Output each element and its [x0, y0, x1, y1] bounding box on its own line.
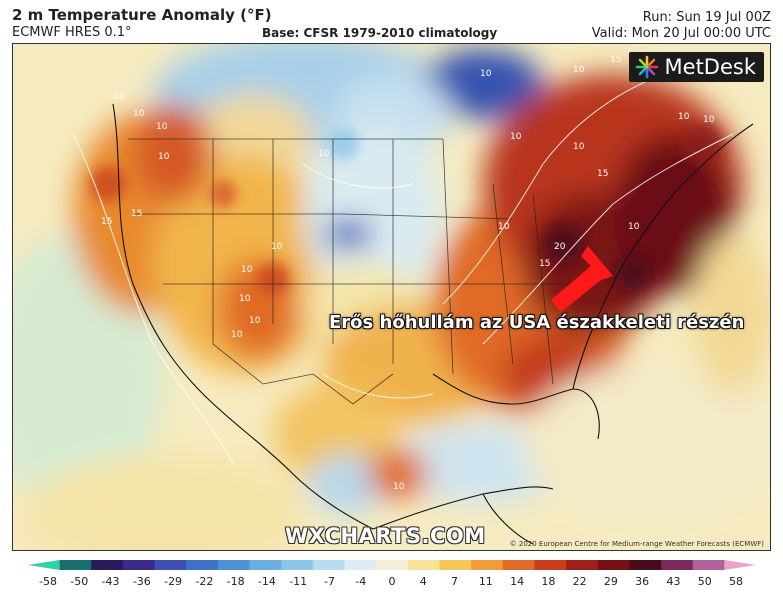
colorbar-tick-label: 0	[388, 575, 396, 588]
contour-label: 10	[249, 316, 261, 326]
colorbar-segment	[217, 560, 251, 570]
colorbar-tick-label: 36	[635, 575, 650, 588]
colorbar-tick-label: -4	[355, 575, 367, 588]
colorbar-tick-label: -11	[289, 575, 308, 588]
colorbar-segment	[534, 560, 567, 570]
map-canvas: 10 10 15 10 10 10 10 10 10 15 15 10 20 1…	[13, 44, 770, 550]
metdesk-logo: MetDesk	[628, 52, 764, 82]
brand-name: MetDesk	[664, 55, 756, 79]
colorbar-tick-label: -50	[70, 575, 89, 588]
copyright-notice: © 2020 European Centre for Medium-range …	[509, 540, 764, 548]
colorbar-segment	[312, 560, 346, 570]
colorbar-tick-label: -18	[226, 575, 245, 588]
colorbar-segment	[692, 560, 725, 570]
contour-label: 10	[573, 65, 585, 75]
colorbar-tick-label: 4	[419, 575, 427, 588]
colorbar-tick-label: -14	[257, 575, 276, 588]
sun-burst-icon	[635, 55, 658, 79]
colorbar-tick-label: -43	[101, 575, 120, 588]
colorbar-segment	[122, 560, 156, 570]
contour-label: 10	[318, 149, 330, 159]
contour-label: 10	[703, 115, 715, 125]
run-time-label: Run: Sun 19 Jul 00Z	[642, 10, 771, 25]
contour-label: 20	[554, 242, 566, 252]
arrow-icon	[551, 246, 613, 312]
contour-label: 15	[610, 55, 621, 65]
colorbar-tick-label: -58	[39, 575, 57, 588]
colorbar-tick-label: -7	[323, 575, 335, 588]
colorbar-tick-label: 58	[729, 575, 743, 588]
colorbar-ticks: -58 -50 -43 -36 -29 -22 -18 -14 -11 -7 -4 0 4 7 11 14 18…	[24, 575, 760, 589]
anomaly-detail	[90, 124, 723, 295]
contour-label: 15	[131, 209, 142, 219]
colorbar-tick-label: 22	[572, 575, 587, 588]
contour-label: 10	[231, 330, 243, 340]
colorbar-segment	[724, 560, 756, 570]
model-label: ECMWF HRES 0.1°	[12, 25, 132, 40]
contour-label: 10	[271, 242, 283, 252]
contour-label: 10	[498, 222, 510, 232]
heatwave-caption: Erős hőhullám az USA északkeleti részén	[329, 312, 745, 333]
colorbar-tick-label: -22	[195, 575, 214, 588]
colorbar-tick-label: 29	[603, 575, 618, 588]
contour-label: 10	[480, 69, 492, 79]
colorbar-tick-label: 18	[541, 575, 556, 588]
colorbar-tick-label: 11	[478, 575, 493, 588]
contour-label: 10	[678, 112, 690, 122]
contour-label: 10	[628, 222, 640, 232]
colorbar-segment	[471, 560, 504, 570]
colorbar-segment	[439, 560, 472, 570]
colorbar-segment	[597, 560, 630, 570]
contour-label: 10	[113, 92, 125, 102]
colorbar-segment	[661, 560, 694, 570]
colorbar	[28, 560, 756, 570]
coastlines	[112, 103, 754, 545]
contour-label: 15	[539, 259, 550, 269]
colorbar-tick-label: -29	[164, 575, 183, 588]
contour-label: 15	[101, 217, 112, 227]
colorbar-segment	[629, 560, 662, 570]
colorbar-segment	[502, 560, 535, 570]
contours	[72, 73, 734, 465]
climatology-base-label: Base: CFSR 1979-2010 climatology	[262, 26, 498, 40]
colorbar-segment	[566, 560, 599, 570]
colorbar-tick-label: 14	[510, 575, 525, 588]
colorbar-tick-label: 43	[666, 575, 681, 588]
colorbar-segment	[344, 560, 377, 570]
contour-label: 10	[510, 132, 522, 142]
colorbar-tick-label: -36	[132, 575, 151, 588]
contour-label: 10	[133, 109, 145, 119]
contour-labels: 10 10 15 10 10 10 10 10 10 15 15 10 20 1…	[101, 55, 715, 492]
colorbar-segment	[91, 560, 124, 570]
colorbar-segment	[407, 560, 440, 570]
contour-label: 10	[573, 142, 585, 152]
colorbar-segment	[154, 560, 187, 570]
valid-time-label: Valid: Mon 20 Jul 00:00 UTC	[591, 26, 771, 41]
contour-label: 10	[239, 294, 251, 304]
contour-label: 10	[241, 265, 253, 275]
colorbar-segment	[28, 560, 60, 570]
contour-label: 15	[597, 169, 608, 179]
colorbar-tick-label: 7	[451, 575, 459, 588]
contour-label: 10	[156, 122, 168, 132]
anomaly-map: 10 10 15 10 10 10 10 10 10 15 15 10 20 1…	[12, 43, 771, 551]
colorbar-segment	[376, 560, 409, 570]
contour-label: 10	[393, 482, 405, 492]
colorbar-segment	[186, 560, 219, 570]
colorbar-segment	[281, 560, 314, 570]
colorbar-segment	[249, 560, 282, 570]
wxcharts-watermark: WXCHARTS.COM	[285, 524, 486, 548]
contour-label: 10	[158, 152, 170, 162]
colorbar-segment	[59, 560, 92, 570]
colorbar-tick-label: 50	[697, 575, 712, 588]
chart-title: 2 m Temperature Anomaly (°F)	[12, 6, 272, 24]
